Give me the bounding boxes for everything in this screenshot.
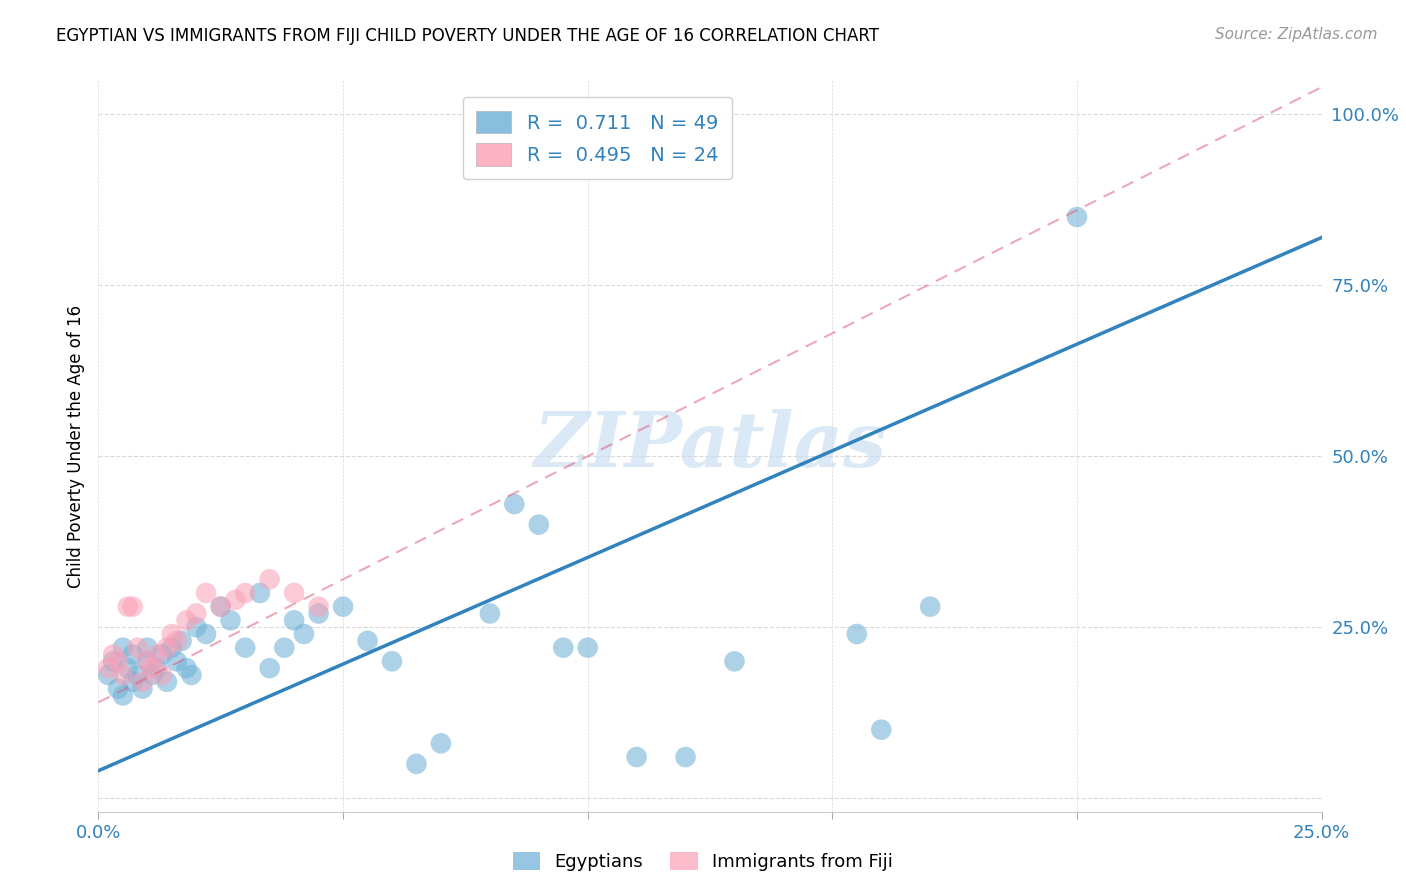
Point — [273, 640, 295, 655]
Text: EGYPTIAN VS IMMIGRANTS FROM FIJI CHILD POVERTY UNDER THE AGE OF 16 CORRELATION C: EGYPTIAN VS IMMIGRANTS FROM FIJI CHILD P… — [56, 27, 879, 45]
Point — [553, 640, 575, 655]
Point — [195, 586, 218, 600]
Point — [176, 613, 198, 627]
Point — [97, 661, 120, 675]
Point — [283, 613, 305, 627]
Point — [1066, 210, 1088, 224]
Point — [233, 586, 256, 600]
Point — [186, 607, 208, 621]
Text: ZIPatlas: ZIPatlas — [533, 409, 887, 483]
Point — [249, 586, 271, 600]
Point — [292, 627, 315, 641]
Point — [107, 681, 129, 696]
Point — [111, 689, 134, 703]
Legend: Egyptians, Immigrants from Fiji: Egyptians, Immigrants from Fiji — [506, 845, 900, 879]
Point — [166, 654, 188, 668]
Point — [156, 674, 179, 689]
Point — [430, 736, 453, 750]
Point — [156, 640, 179, 655]
Point — [170, 633, 193, 648]
Point — [186, 620, 208, 634]
Point — [121, 648, 143, 662]
Point — [308, 599, 330, 614]
Point — [503, 497, 526, 511]
Point — [101, 648, 124, 662]
Point — [160, 640, 183, 655]
Point — [478, 607, 501, 621]
Point — [121, 674, 143, 689]
Point — [675, 750, 697, 764]
Point — [136, 640, 159, 655]
Point — [131, 681, 153, 696]
Point — [127, 640, 149, 655]
Point — [141, 661, 163, 675]
Point — [136, 654, 159, 668]
Point — [97, 668, 120, 682]
Text: Source: ZipAtlas.com: Source: ZipAtlas.com — [1215, 27, 1378, 42]
Point — [146, 661, 169, 675]
Point — [127, 668, 149, 682]
Point — [920, 599, 942, 614]
Point — [283, 586, 305, 600]
Point — [209, 599, 232, 614]
Point — [308, 607, 330, 621]
Point — [195, 627, 218, 641]
Point — [209, 599, 232, 614]
Point — [107, 654, 129, 668]
Point — [111, 668, 134, 682]
Point — [176, 661, 198, 675]
Point — [150, 668, 173, 682]
Point — [146, 648, 169, 662]
Point — [117, 661, 139, 675]
Point — [626, 750, 648, 764]
Point — [356, 633, 378, 648]
Point — [219, 613, 242, 627]
Point — [121, 599, 143, 614]
Point — [332, 599, 354, 614]
Point — [136, 654, 159, 668]
Point — [870, 723, 893, 737]
Point — [259, 572, 281, 586]
Point — [141, 668, 163, 682]
Point — [527, 517, 550, 532]
Legend: R =  0.711   N = 49, R =  0.495   N = 24: R = 0.711 N = 49, R = 0.495 N = 24 — [463, 97, 733, 179]
Point — [180, 668, 202, 682]
Point — [117, 599, 139, 614]
Point — [101, 654, 124, 668]
Point — [723, 654, 745, 668]
Point — [381, 654, 404, 668]
Point — [576, 640, 599, 655]
Point — [166, 633, 188, 648]
Point — [233, 640, 256, 655]
Point — [845, 627, 868, 641]
Point — [224, 592, 246, 607]
Point — [131, 674, 153, 689]
Point — [160, 627, 183, 641]
Point — [405, 756, 427, 771]
Point — [259, 661, 281, 675]
Point — [150, 648, 173, 662]
Point — [111, 640, 134, 655]
Y-axis label: Child Poverty Under the Age of 16: Child Poverty Under the Age of 16 — [66, 304, 84, 588]
